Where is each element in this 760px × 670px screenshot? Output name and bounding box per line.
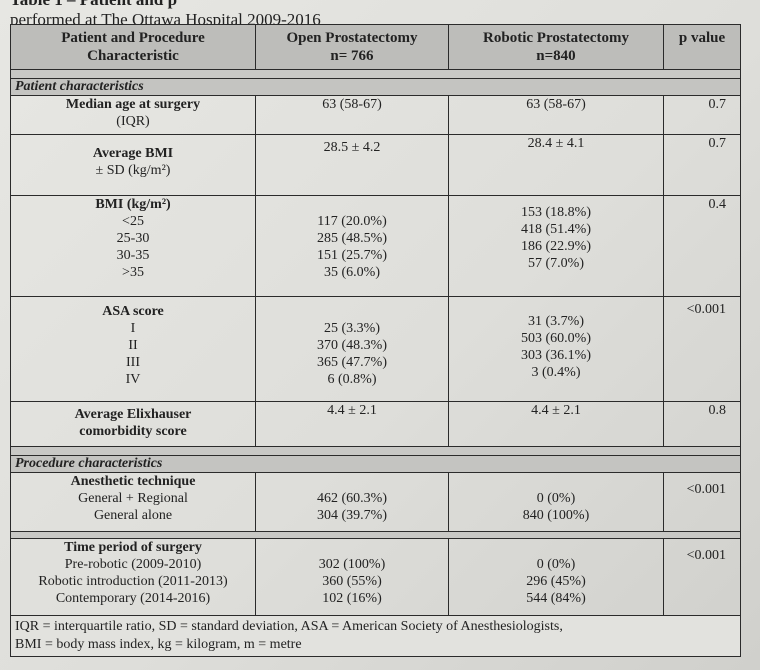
section-patient: Patient characteristics (10, 78, 741, 96)
table-row: Time period of surgery Pre-robotic (2009… (10, 538, 741, 616)
open-value: 28.5 ± 4.2 (255, 134, 449, 196)
header-row: Patient and Procedure Characteristic Ope… (10, 24, 741, 70)
robotic-value: 4.4 ± 2.1 (448, 401, 664, 447)
p-value: <0.001 (663, 472, 741, 532)
row-label: Median age at surgery (IQR) (10, 95, 256, 135)
row-label: BMI (kg/m²) <25 25-30 30-35 >35 (10, 195, 256, 297)
open-value: 63 (58-67) (255, 95, 449, 135)
table-row: Anesthetic technique General + Regional … (10, 472, 741, 532)
header-robotic: Robotic Prostatectomy n=840 (448, 24, 664, 70)
caption-line-1: Table 1 – Patient and p (10, 0, 321, 10)
spacer-row (10, 531, 741, 539)
footnote-row: IQR = interquartile ratio, SD = standard… (10, 615, 741, 657)
row-label: Time period of surgery Pre-robotic (2009… (10, 538, 256, 616)
row-label: ASA score I II III IV (10, 296, 256, 402)
row-label: Average BMI ± SD (kg/m²) (10, 134, 256, 196)
p-value: <0.001 (663, 296, 741, 402)
open-value: 302 (100%) 360 (55%) 102 (16%) (255, 538, 449, 616)
spacer-row (10, 69, 741, 79)
robotic-value: 63 (58-67) (448, 95, 664, 135)
open-value: 117 (20.0%) 285 (48.5%) 151 (25.7%) 35 (… (255, 195, 449, 297)
robotic-value: 28.4 ± 4.1 (448, 134, 664, 196)
spacer-row (10, 446, 741, 456)
row-label: Average Elixhauser comorbidity score (10, 401, 256, 447)
row-label: Anesthetic technique General + Regional … (10, 472, 256, 532)
open-value: 4.4 ± 2.1 (255, 401, 449, 447)
p-value: <0.001 (663, 538, 741, 616)
p-value: 0.7 (663, 134, 741, 196)
table-row: Median age at surgery (IQR) 63 (58-67) 6… (10, 95, 741, 135)
table-row: ASA score I II III IV 25 (3.3%) 370 (48.… (10, 296, 741, 402)
header-p-value: p value (663, 24, 741, 70)
robotic-value: 0 (0%) 296 (45%) 544 (84%) (448, 538, 664, 616)
p-value: 0.8 (663, 401, 741, 447)
table-row: Average BMI ± SD (kg/m²) 28.5 ± 4.2 28.4… (10, 134, 741, 196)
p-value: 0.4 (663, 195, 741, 297)
open-value: 462 (60.3%) 304 (39.7%) (255, 472, 449, 532)
robotic-value: 153 (18.8%) 418 (51.4%) 186 (22.9%) 57 (… (448, 195, 664, 297)
p-value: 0.7 (663, 95, 741, 135)
header-open: Open Prostatectomy n= 766 (255, 24, 449, 70)
robotic-value: 31 (3.7%) 503 (60.0%) 303 (36.1%) 3 (0.4… (448, 296, 664, 402)
footnote: IQR = interquartile ratio, SD = standard… (10, 615, 741, 657)
results-table: Patient and Procedure Characteristic Ope… (10, 24, 741, 657)
robotic-value: 0 (0%) 840 (100%) (448, 472, 664, 532)
table-row: Average Elixhauser comorbidity score 4.4… (10, 401, 741, 447)
open-value: 25 (3.3%) 370 (48.3%) 365 (47.7%) 6 (0.8… (255, 296, 449, 402)
table-row: BMI (kg/m²) <25 25-30 30-35 >35 117 (20.… (10, 195, 741, 297)
header-characteristic: Patient and Procedure Characteristic (10, 24, 256, 70)
section-procedure: Procedure characteristics (10, 455, 741, 473)
